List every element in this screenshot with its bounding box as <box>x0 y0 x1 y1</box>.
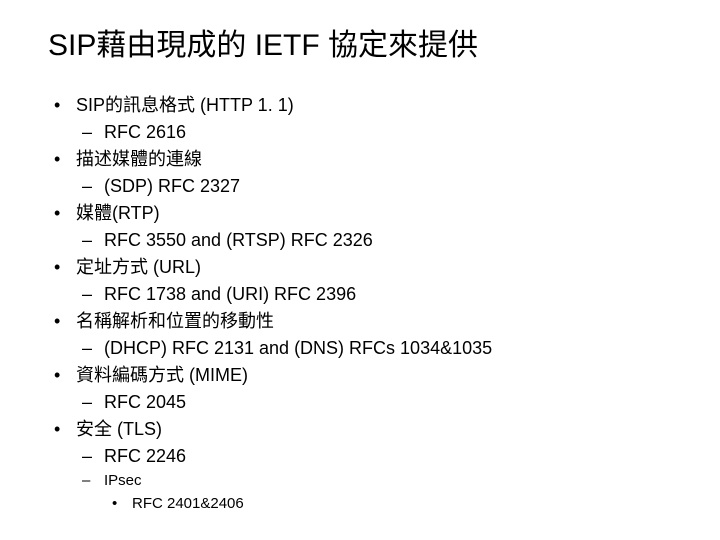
item-label: RFC 2045 <box>104 392 186 412</box>
list-item: 資料編碼方式 (MIME) RFC 2045 <box>48 362 680 416</box>
item-label: RFC 1738 and (URI) RFC 2396 <box>104 284 356 304</box>
item-label: (SDP) RFC 2327 <box>104 176 240 196</box>
slide: SIP藉由現成的 IETF 協定來提供 SIP的訊息格式 (HTTP 1. 1)… <box>0 0 720 535</box>
bullet-list: SIP的訊息格式 (HTTP 1. 1) RFC 2616 描述媒體的連線 (S… <box>48 92 680 515</box>
list-item: (SDP) RFC 2327 <box>76 173 680 200</box>
list-item: (DHCP) RFC 2131 and (DNS) RFCs 1034&1035 <box>76 335 680 362</box>
list-item: 媒體(RTP) RFC 3550 and (RTSP) RFC 2326 <box>48 200 680 254</box>
item-label: 定址方式 (URL) <box>76 257 201 277</box>
item-label: (DHCP) RFC 2131 and (DNS) RFCs 1034&1035 <box>104 338 492 358</box>
item-label: RFC 3550 and (RTSP) RFC 2326 <box>104 230 373 250</box>
list-item: RFC 2246 <box>76 443 680 470</box>
item-label: SIP的訊息格式 (HTTP 1. 1) <box>76 95 294 115</box>
item-label: RFC 2401&2406 <box>132 495 244 512</box>
item-label: 名稱解析和位置的移動性 <box>76 311 274 331</box>
list-item: 定址方式 (URL) RFC 1738 and (URI) RFC 2396 <box>48 254 680 308</box>
list-item: 安全 (TLS) RFC 2246 IPsec RFC 2401&2406 <box>48 416 680 515</box>
list-item: RFC 3550 and (RTSP) RFC 2326 <box>76 227 680 254</box>
item-label: 媒體(RTP) <box>76 203 160 223</box>
list-item: RFC 1738 and (URI) RFC 2396 <box>76 281 680 308</box>
item-label: IPsec <box>104 472 142 489</box>
list-item: RFC 2401&2406 <box>104 493 680 516</box>
item-label: RFC 2616 <box>104 122 186 142</box>
list-item: RFC 2045 <box>76 389 680 416</box>
list-item: 名稱解析和位置的移動性 (DHCP) RFC 2131 and (DNS) RF… <box>48 308 680 362</box>
list-item: SIP的訊息格式 (HTTP 1. 1) RFC 2616 <box>48 92 680 146</box>
list-item: 描述媒體的連線 (SDP) RFC 2327 <box>48 146 680 200</box>
item-label: RFC 2246 <box>104 446 186 466</box>
item-label: 安全 (TLS) <box>76 419 162 439</box>
item-label: 資料編碼方式 (MIME) <box>76 365 248 385</box>
slide-title: SIP藉由現成的 IETF 協定來提供 <box>48 28 680 64</box>
list-item: IPsec RFC 2401&2406 <box>76 470 680 515</box>
item-label: 描述媒體的連線 <box>76 149 202 169</box>
list-item: RFC 2616 <box>76 119 680 146</box>
